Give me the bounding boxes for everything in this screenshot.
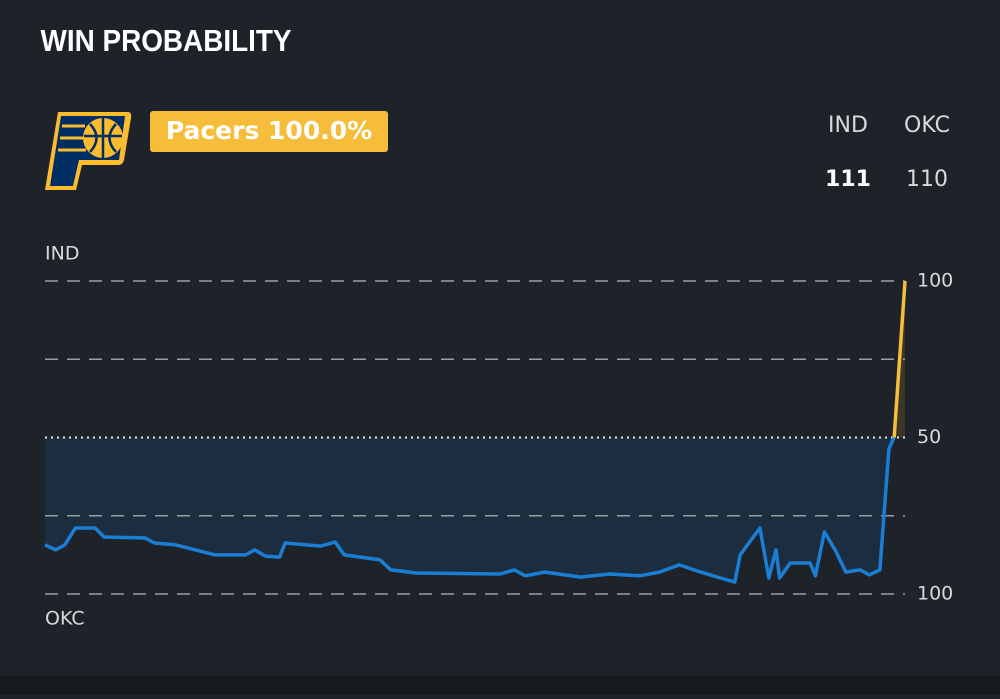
line — [44, 280, 907, 584]
plot: 100 50 100 — [44, 270, 953, 605]
y-tick-label: 100 — [917, 270, 953, 292]
y-tick-label: 50 — [917, 426, 941, 448]
team-abbr: OKC — [904, 113, 950, 138]
area — [45, 281, 905, 583]
top-team-label: IND — [45, 243, 79, 265]
y-tick-label: 100 — [917, 583, 953, 605]
bottom-team-label: OKC — [45, 608, 85, 630]
team-abbr: IND — [828, 113, 868, 138]
badge-text: Pacers 100.0% — [166, 116, 372, 145]
title: WIN PROBABILITY — [41, 24, 292, 59]
team-score: 111 — [825, 167, 871, 192]
badge — [150, 111, 388, 152]
team-logo — [45, 112, 132, 190]
team-score: 110 — [906, 167, 948, 192]
bottom-bar — [0, 676, 1000, 695]
